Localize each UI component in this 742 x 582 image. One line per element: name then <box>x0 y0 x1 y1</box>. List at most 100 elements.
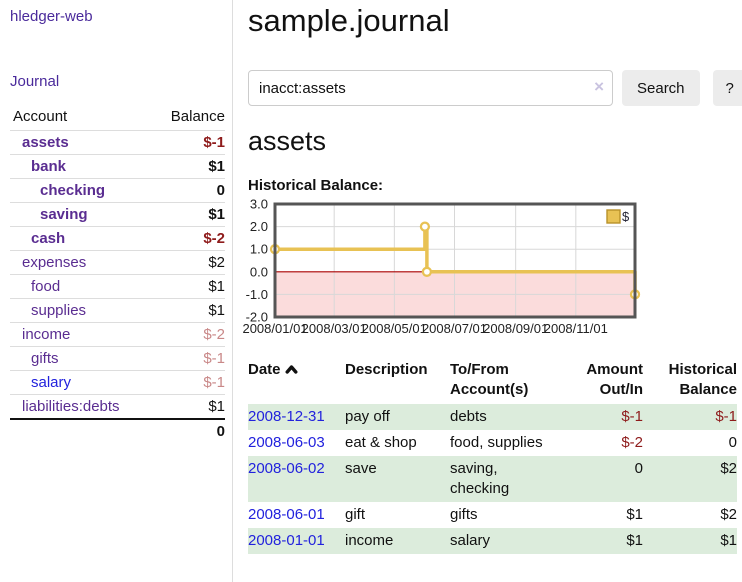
transaction-accounts: salary <box>450 532 491 549</box>
transaction-amount: 0 <box>634 460 643 477</box>
register-row: 2008-06-02 save saving, checking 0 $2 <box>248 456 737 502</box>
register-header-date: Date <box>248 361 281 378</box>
sidebar-item-journal[interactable]: Journal <box>10 73 60 90</box>
transaction-date-link[interactable]: 2008-06-03 <box>248 434 325 451</box>
transaction-description: gift <box>345 506 366 523</box>
transaction-balance: 0 <box>728 434 737 451</box>
main-content: sample.journal × Search ? assets Histori… <box>233 0 742 582</box>
transaction-description: pay off <box>345 408 390 425</box>
accounts-header-balance: Balance <box>170 108 225 125</box>
accounts-total-value: 0 <box>151 418 225 443</box>
transaction-accounts: saving, checking <box>450 460 510 497</box>
svg-text:0.0: 0.0 <box>250 264 268 279</box>
help-button[interactable]: ? <box>712 70 742 106</box>
account-balance: $1 <box>151 202 225 227</box>
register-header-balance: Historical Balance <box>668 361 737 398</box>
search-button[interactable]: Search <box>622 70 700 106</box>
transaction-description: income <box>345 532 394 549</box>
svg-text:2.0: 2.0 <box>250 219 268 234</box>
transaction-balance: $-1 <box>715 408 737 425</box>
account-link-supplies[interactable]: supplies <box>31 302 87 319</box>
register-table: Date Description To/From Account(s) Amou… <box>248 358 737 554</box>
svg-text:1.0: 1.0 <box>250 242 268 257</box>
account-balance: $-2 <box>151 226 225 251</box>
transaction-description: eat & shop <box>345 434 417 451</box>
accounts-table: Account Balance assets $-1 bank $1 checkin… <box>10 105 225 443</box>
svg-text:2008/05/01: 2008/05/01 <box>362 321 427 336</box>
account-row: supplies $1 <box>10 298 225 323</box>
search-row: × Search ? <box>248 70 742 106</box>
transaction-balance: $1 <box>720 532 737 549</box>
account-row: salary $-1 <box>10 370 225 395</box>
register-header-row: Date Description To/From Account(s) Amou… <box>248 358 737 404</box>
svg-text:3.0: 3.0 <box>250 197 268 212</box>
svg-text:$: $ <box>622 209 630 224</box>
account-link-assets[interactable]: assets <box>22 134 69 151</box>
account-balance: $1 <box>151 298 225 323</box>
account-balance: $-1 <box>151 346 225 371</box>
transaction-date-link[interactable]: 2008-12-31 <box>248 408 325 425</box>
transaction-amount: $1 <box>626 506 643 523</box>
account-row: gifts $-1 <box>10 346 225 371</box>
account-link-expenses[interactable]: expenses <box>22 254 87 271</box>
accounts-header-account: Account <box>13 108 68 125</box>
transaction-accounts: debts <box>450 408 487 425</box>
chart-canvas: 3.0 2.0 1.0 0.0 -1.0 -2.02008/01/012008/03/01… <box>242 197 641 336</box>
register-row: 2008-01-01 income salary $1 $1 <box>248 528 737 554</box>
transaction-amount: $-1 <box>621 408 643 425</box>
search-input[interactable] <box>248 70 613 106</box>
account-row: bank $1 <box>10 154 225 179</box>
account-balance: $2 <box>151 250 225 275</box>
transaction-date-link[interactable]: 2008-06-01 <box>248 506 325 523</box>
account-link-income[interactable]: income <box>22 326 71 343</box>
account-row: liabilities:debts $1 <box>10 394 225 419</box>
register-header-amount: Amount Out/In <box>586 361 643 398</box>
account-link-food[interactable]: food <box>31 278 61 295</box>
register-row: 2008-06-03 eat & shop food, supplies $-2… <box>248 430 737 456</box>
sidebar: hledger-web Journal Account Balance asse… <box>0 0 233 582</box>
account-row: income $-2 <box>10 322 225 347</box>
account-link-salary[interactable]: salary <box>31 374 72 391</box>
transaction-balance: $2 <box>720 506 737 523</box>
account-balance: $1 <box>151 154 225 179</box>
account-balance: $-2 <box>151 322 225 347</box>
account-heading: assets <box>248 126 327 156</box>
account-link-gifts[interactable]: gifts <box>31 350 59 367</box>
account-row: food $1 <box>10 274 225 299</box>
account-link-bank[interactable]: bank <box>31 158 67 175</box>
svg-text:2008/01/01: 2008/01/01 <box>242 321 307 336</box>
register-header-accounts: To/From Account(s) <box>450 361 529 398</box>
transaction-date-link[interactable]: 2008-06-02 <box>248 460 325 477</box>
account-row: assets $-1 <box>10 130 225 155</box>
account-balance: $-1 <box>151 370 225 395</box>
register-row: 2008-06-01 gift gifts $1 $2 <box>248 502 737 528</box>
svg-text:2008/11/01: 2008/11/01 <box>544 321 608 336</box>
historical-balance-chart: 3.0 2.0 1.0 0.0 -1.0 -2.0 2008/01/01 2008/03/01… <box>242 197 742 342</box>
transaction-description: save <box>345 460 377 477</box>
transaction-amount: $1 <box>626 532 643 549</box>
account-link-liabilities-debts[interactable]: liabilities:debts <box>22 398 120 415</box>
svg-text:2008/03/01: 2008/03/01 <box>302 321 367 336</box>
chart-title: Historical Balance: <box>248 177 384 194</box>
svg-text:-1.0: -1.0 <box>246 287 268 302</box>
accounts-total-row: 0 <box>10 418 225 443</box>
app-brand-link[interactable]: hledger-web <box>10 8 93 25</box>
svg-text:2008/07/01: 2008/07/01 <box>422 321 487 336</box>
register-header-description: Description <box>345 361 428 378</box>
account-link-saving[interactable]: saving <box>40 206 88 223</box>
account-row: saving $1 <box>10 202 225 227</box>
transaction-accounts: gifts <box>450 506 478 523</box>
account-balance: 0 <box>151 178 225 203</box>
register-row: 2008-12-31 pay off debts $-1 $-1 <box>248 404 737 430</box>
sort-by-date-header[interactable]: Date <box>248 358 345 404</box>
account-row: cash $-2 <box>10 226 225 251</box>
svg-text:2008/09/01: 2008/09/01 <box>483 321 548 336</box>
clear-search-icon[interactable]: × <box>594 77 604 96</box>
transaction-date-link[interactable]: 2008-01-01 <box>248 532 325 549</box>
sort-ascending-icon <box>285 361 298 381</box>
transaction-amount: $-2 <box>621 434 643 451</box>
account-link-cash[interactable]: cash <box>31 230 66 247</box>
page-title: sample.journal <box>248 3 450 38</box>
account-link-checking[interactable]: checking <box>40 182 106 199</box>
